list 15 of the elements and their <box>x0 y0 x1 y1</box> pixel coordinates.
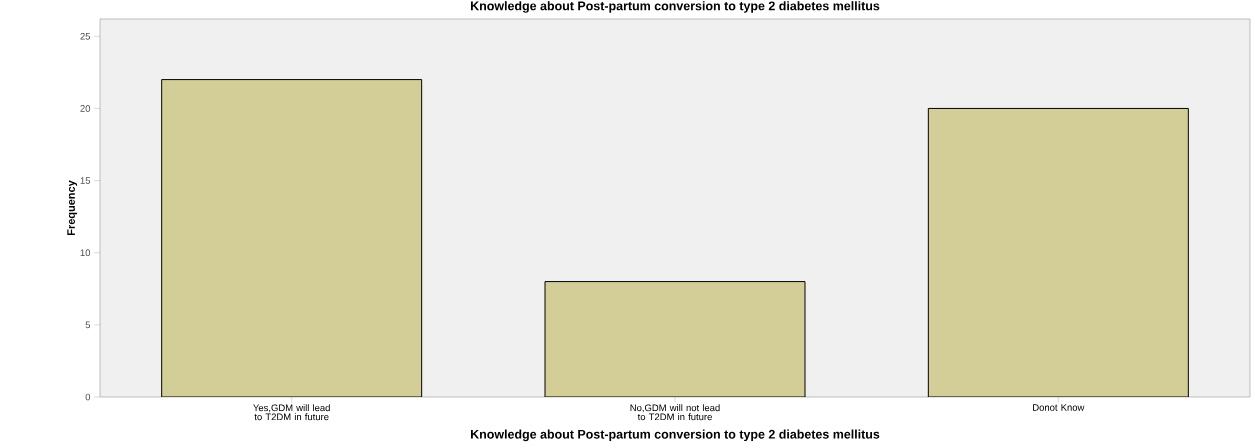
x-tick-label: Donot Know <box>1033 404 1085 411</box>
x-tick-label: No,GDM will not lead to T2DM in future <box>630 404 720 421</box>
y-tick-label: 25 <box>80 32 91 40</box>
y-tick-label: 10 <box>80 249 91 257</box>
y-axis-title: Frequency <box>67 180 78 235</box>
chart-title: Knowledge about Post-partum conversion to type 2 diabetes mellitus <box>471 1 880 13</box>
y-tick-label: 15 <box>80 177 91 184</box>
y-tick-label: 0 <box>85 393 91 401</box>
bar <box>544 281 806 397</box>
y-tick-label: 20 <box>80 105 91 112</box>
y-tick-label: 5 <box>85 321 91 329</box>
bar <box>161 79 423 397</box>
x-axis-title: Knowledge about Post-partum conversion to type 2 diabetes mellitus <box>471 429 880 442</box>
bar <box>927 107 1189 397</box>
x-tick-label: Yes,GDM will lead to T2DM in future <box>253 404 330 421</box>
